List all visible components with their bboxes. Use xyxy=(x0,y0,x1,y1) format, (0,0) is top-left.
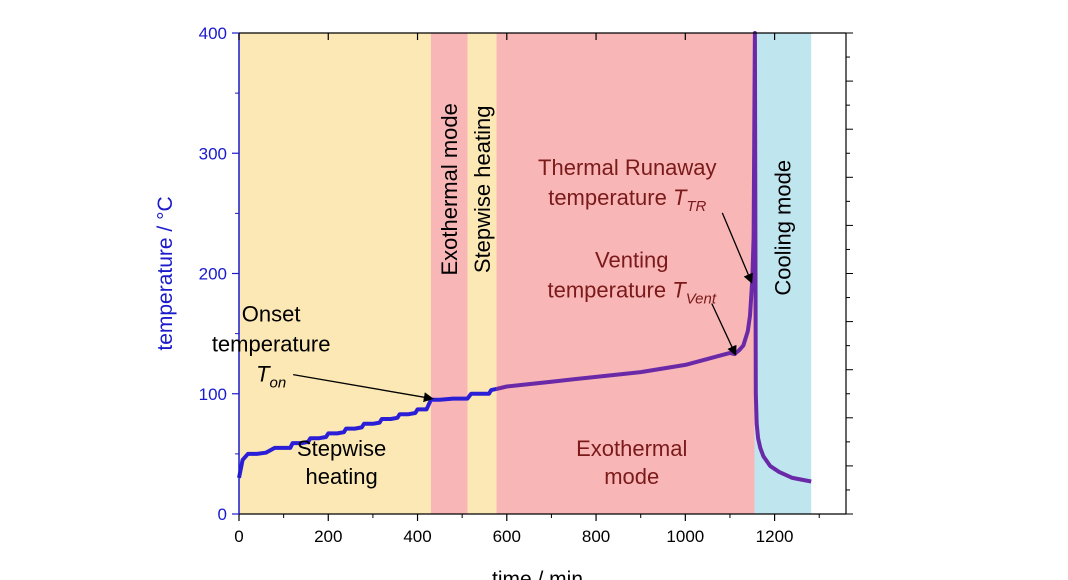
y-tick-label: 100 xyxy=(199,385,227,404)
region-label-3-line: mode xyxy=(604,464,659,489)
temperature-series xyxy=(237,31,812,484)
region-label-2: Stepwise heating xyxy=(470,106,495,274)
x-tick-label: 600 xyxy=(493,527,521,546)
region-exothermal-1 xyxy=(430,33,468,514)
y-tick-label: 200 xyxy=(199,265,227,284)
region-label-1: Exothermal mode xyxy=(437,103,462,275)
annotation-runaway-line: temperature TTR xyxy=(548,185,706,215)
annotation-onset-line: Onset xyxy=(242,302,301,327)
x-axis-title: time / min xyxy=(492,568,583,580)
x-axis: 0 200 400 600 800 1000 1200 xyxy=(234,33,820,546)
x-tick-label: 200 xyxy=(314,527,342,546)
annotation-onset-symbol: Ton xyxy=(256,362,286,392)
annotation-venting-line: Venting xyxy=(595,247,668,272)
region-label-3-line: Exothermal xyxy=(576,436,687,461)
x-tick-label: 1000 xyxy=(666,527,704,546)
region-exothermal-3 xyxy=(496,33,755,514)
x-tick-label: 0 xyxy=(234,527,243,546)
series-line-heating xyxy=(237,386,497,479)
annotation-onset-line: temperature xyxy=(212,332,331,357)
x-tick-label: 1200 xyxy=(756,527,794,546)
annotations: Onset temperature Ton Venting temperature TV… xyxy=(212,155,753,403)
x-tick-label: 800 xyxy=(582,527,610,546)
mode-regions xyxy=(239,33,812,514)
x-tick-label: 400 xyxy=(403,527,431,546)
annotation-runaway-arrow xyxy=(721,212,753,284)
region-stepwise-2 xyxy=(467,33,497,514)
region-labels: Stepwise heating Exothermal mode Stepwise h… xyxy=(297,103,796,489)
region-label-0-line: heating xyxy=(306,464,378,489)
region-cooling-4 xyxy=(754,33,812,514)
region-label-4: Cooling mode xyxy=(771,160,796,296)
series-line-exothermal xyxy=(496,31,812,484)
annotation-venting-line: temperature TVent xyxy=(548,277,717,307)
y-axis: 0 100 200 300 400 xyxy=(199,24,853,524)
y-tick-label: 400 xyxy=(199,24,227,43)
y-tick-label: 0 xyxy=(218,505,227,524)
y-tick-label: 300 xyxy=(199,144,227,163)
y-axis-title: temperature / °C xyxy=(154,196,177,350)
region-label-0-line: Stepwise xyxy=(297,436,386,461)
annotation-runaway-line: Thermal Runaway xyxy=(538,155,717,180)
annotation-venting-arrow xyxy=(711,303,737,356)
annotation-onset-arrow xyxy=(293,373,434,403)
